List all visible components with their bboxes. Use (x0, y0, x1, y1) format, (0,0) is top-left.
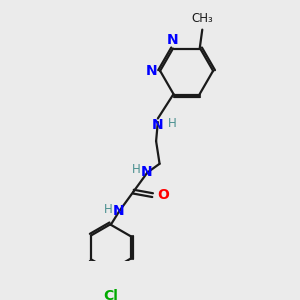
Text: N: N (113, 204, 124, 218)
Text: H: H (104, 202, 112, 216)
Text: CH₃: CH₃ (191, 12, 213, 25)
Text: Cl: Cl (103, 289, 118, 300)
Text: H: H (132, 164, 140, 176)
Text: O: O (157, 188, 169, 202)
Text: H: H (168, 117, 177, 130)
Text: N: N (141, 165, 152, 178)
Text: N: N (152, 118, 164, 133)
Text: N: N (167, 33, 178, 47)
Text: N: N (146, 64, 158, 78)
